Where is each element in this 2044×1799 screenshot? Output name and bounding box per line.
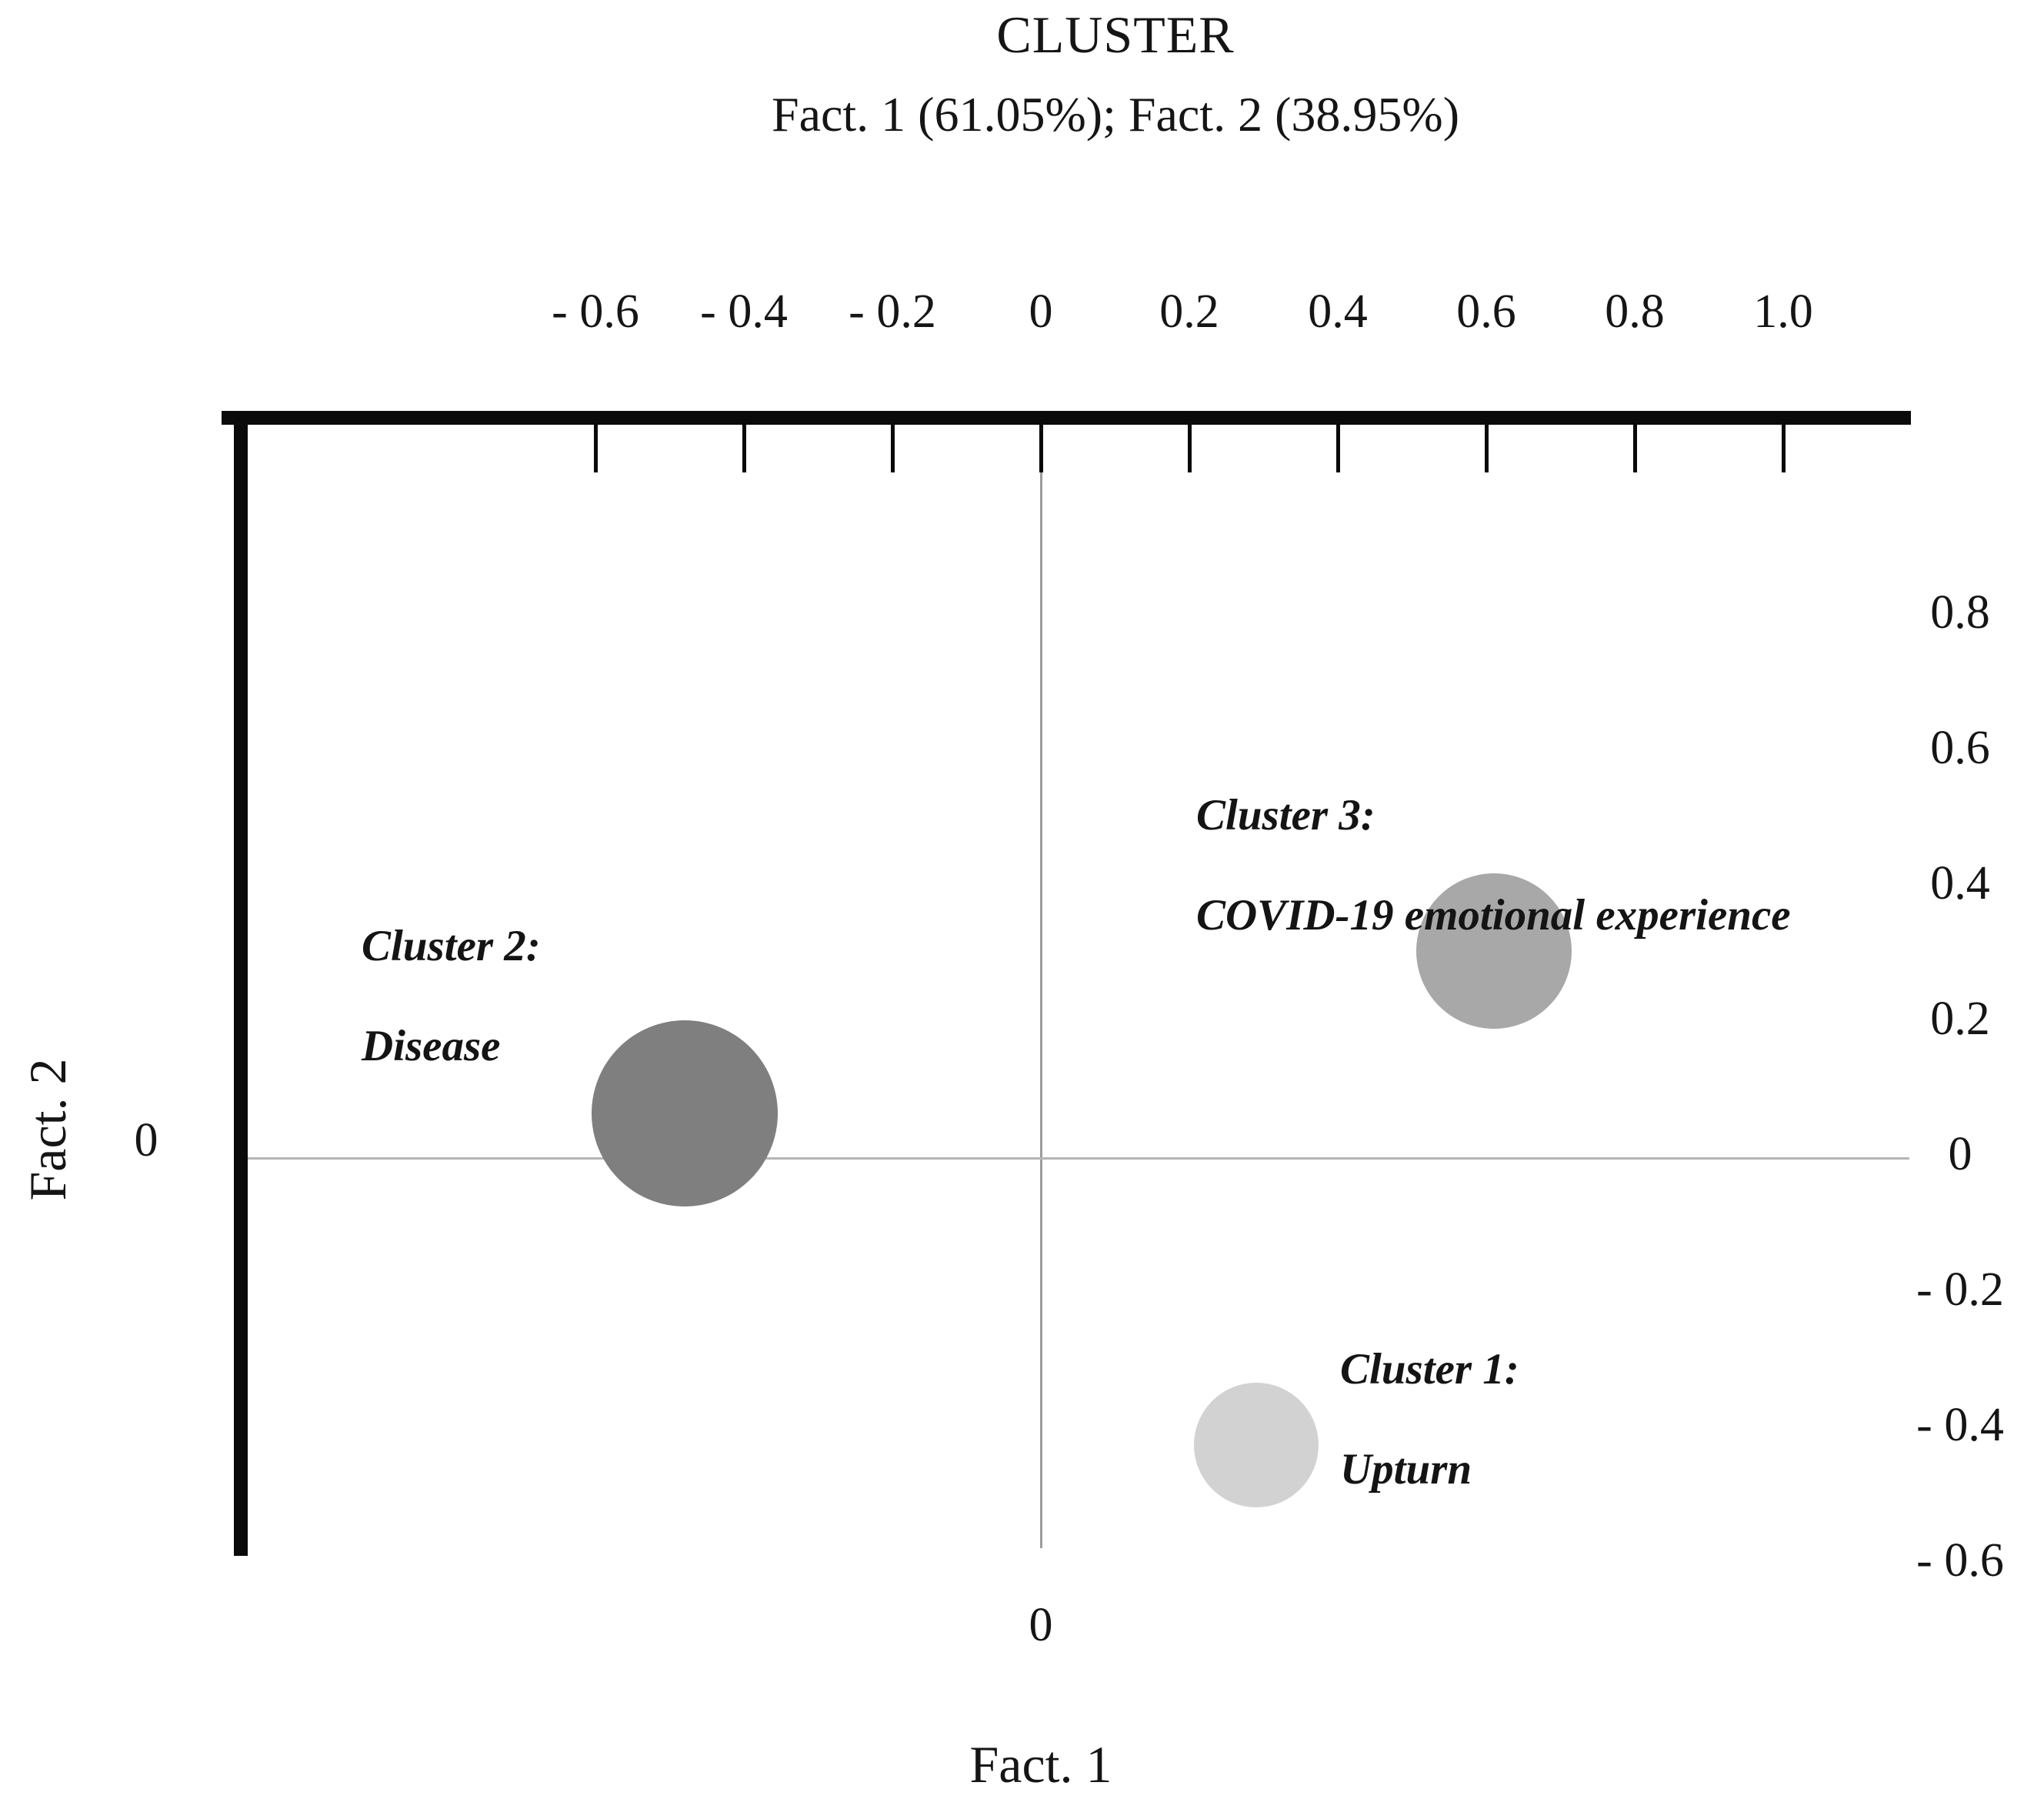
x-tick-label: 0.6 [1456, 285, 1516, 338]
y-tick-label: 0.2 [1930, 993, 1990, 1045]
annotation-cluster-2: Cluster 2: Disease [362, 896, 541, 1096]
x-tick-label: 0.8 [1605, 285, 1665, 338]
bubble-cluster-2 [591, 1020, 778, 1207]
y-tick-label: 0.6 [1930, 722, 1990, 774]
y-axis-line [234, 411, 248, 1556]
annotation-line: Disease [362, 1022, 501, 1070]
chart-subtitle: Fact. 1 (61.05%); Fact. 2 (38.95%) [771, 87, 1460, 142]
x-tick-mark [1633, 425, 1637, 472]
x-axis-title: Fact. 1 [969, 1735, 1112, 1794]
x-tick-mark [1782, 425, 1786, 472]
x-axis-line [222, 411, 1911, 425]
y-tick-label: 0.4 [1930, 857, 1990, 910]
annotation-line: Upturn [1340, 1445, 1472, 1494]
y-tick-label: - 0.6 [1916, 1534, 2004, 1587]
x-tick-label: - 0.6 [552, 285, 639, 338]
x-tick-mark [1188, 425, 1192, 472]
y-tick-label: 0 [1948, 1128, 1972, 1180]
x-tick-label: 0.2 [1159, 285, 1219, 338]
y-axis-title: Fact. 2 [18, 1058, 77, 1201]
x-tick-mark [891, 425, 895, 472]
x-tick-label: - 0.2 [849, 285, 936, 338]
x-tick-mark [1039, 425, 1043, 472]
x-tick-label: 1.0 [1753, 285, 1813, 338]
x-tick-mark [594, 425, 598, 472]
x-tick-mark [742, 425, 746, 472]
annotation-line: Cluster 2: [362, 922, 541, 970]
y-zero-gridline [248, 1157, 1909, 1160]
annotation-line: Cluster 3: [1196, 791, 1375, 839]
annotation-line: Cluster 1: [1340, 1345, 1519, 1393]
annotation-cluster-3: Cluster 3: COVID-19 emotional experience [1196, 766, 1791, 966]
x-tick-mark [1336, 425, 1340, 472]
x-tick-label: 0 [1029, 285, 1053, 338]
annotation-cluster-1: Cluster 1: Upturn [1340, 1320, 1519, 1520]
y-tick-label: - 0.2 [1916, 1263, 2004, 1316]
bubble-cluster-3 [1415, 873, 1572, 1029]
x-tick-label: - 0.4 [700, 285, 788, 338]
annotation-line: COVID-19 emotional experience [1196, 891, 1791, 940]
x-zero-gridline [1040, 425, 1042, 1548]
bubble-cluster-1 [1193, 1383, 1319, 1508]
y-tick-label: - 0.4 [1916, 1399, 2004, 1451]
x-tick-label: 0.4 [1308, 285, 1368, 338]
x-axis-zero-label: 0 [1029, 1599, 1053, 1651]
y-tick-label: 0.8 [1930, 586, 1990, 639]
x-tick-mark [1485, 425, 1489, 472]
chart-title: CLUSTER [996, 5, 1235, 64]
y-axis-zero-label: 0 [134, 1114, 158, 1167]
